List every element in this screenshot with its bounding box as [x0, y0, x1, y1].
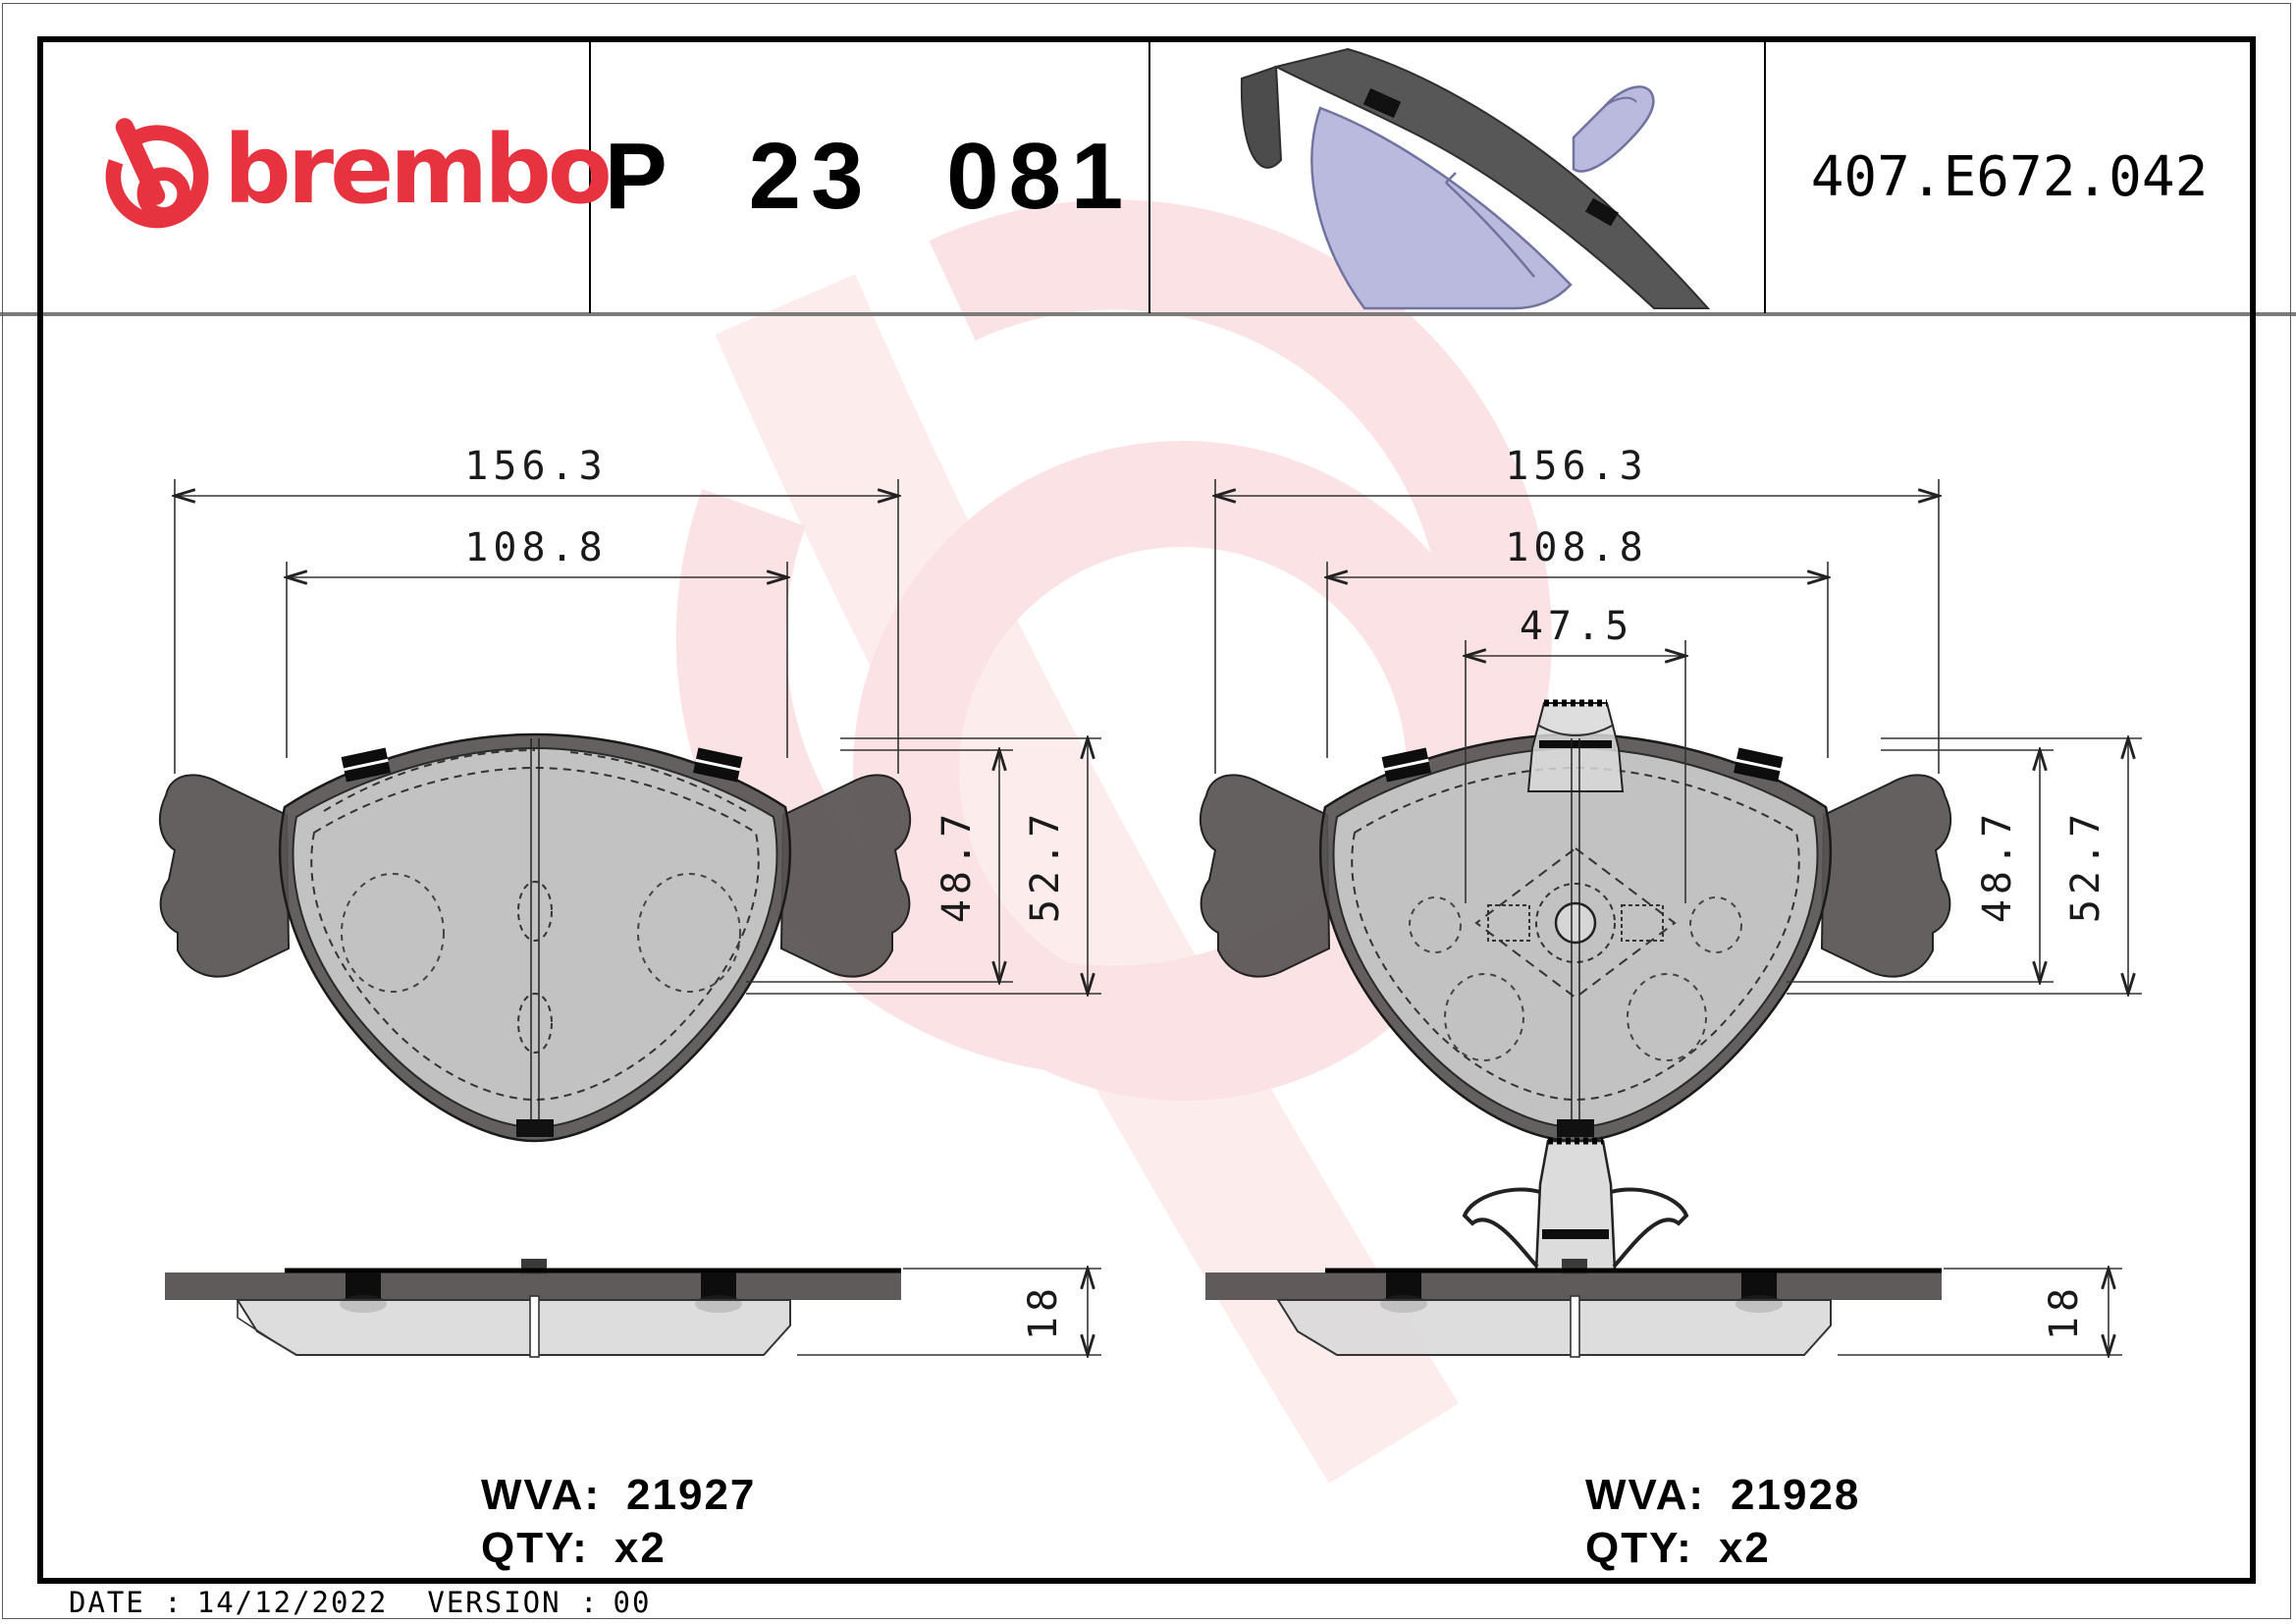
- header-divider-1: [589, 41, 591, 313]
- brake-pad-side-view-left: [165, 1259, 901, 1358]
- brake-pad-3d-render: [1240, 47, 1711, 310]
- dim-thickness-right: 18: [2042, 1283, 2087, 1340]
- footer-revision-line: DATE : 14/12/2022 VERSION : 00: [69, 1586, 665, 1619]
- pad-clip-icon: [693, 747, 743, 783]
- wva-qty-block-right: WVA: 21928 QTY: x2: [1585, 1469, 1998, 1577]
- header-separator-line: [0, 312, 2296, 316]
- qty-line-right: QTY: x2: [1585, 1522, 1998, 1575]
- dim-overall-width-right: 156.3: [1505, 444, 1647, 489]
- wva-value: 21928: [1731, 1471, 1861, 1519]
- qty-value: x2: [1718, 1524, 1771, 1572]
- date-value: 14/12/2022: [196, 1586, 389, 1619]
- dim-overall-height-left: 52.7: [1023, 809, 1068, 923]
- brake-pad-front-view-left: [158, 732, 912, 1143]
- version-label: VERSION :: [427, 1586, 600, 1619]
- brake-pad-side-view-right: [1205, 1137, 1942, 1358]
- dimensions-right-pad: 156.3 108.8 47.5 48.7 52.7: [1215, 444, 2142, 994]
- header-divider-3: [1764, 41, 1766, 313]
- spring-clip-front-icon: [1526, 699, 1625, 792]
- dimension-thickness-left: 18: [797, 1269, 1101, 1355]
- header-divider-2: [1148, 41, 1150, 313]
- qty-value: x2: [614, 1524, 667, 1572]
- wva-label: WVA:: [1585, 1471, 1706, 1519]
- wva-label: WVA:: [481, 1471, 602, 1519]
- date-label: DATE :: [69, 1586, 184, 1619]
- brake-pad-front-view-right: [1199, 699, 1952, 1143]
- wva-line-left: WVA: 21927: [481, 1469, 893, 1522]
- dim-pad-height-right: 48.7: [1975, 809, 2020, 923]
- wva-value: 21927: [626, 1471, 757, 1519]
- dimension-thickness-right: 18: [1838, 1269, 2122, 1355]
- dim-overall-height-right: 52.7: [2063, 809, 2109, 923]
- wva-line-right: WVA: 21928: [1585, 1469, 1998, 1522]
- wva-qty-block-left: WVA: 21927 QTY: x2: [481, 1469, 893, 1577]
- brand-wordmark: brembo: [224, 115, 613, 225]
- dim-spring-width-right: 47.5: [1520, 604, 1633, 649]
- version-value: 00: [613, 1586, 652, 1619]
- reference-number: 407.E672.042: [1810, 144, 2209, 209]
- page-border: [2, 3, 2291, 1619]
- dim-pad-width-right: 108.8: [1505, 525, 1647, 570]
- dim-pad-height-left: 48.7: [934, 809, 980, 923]
- pad-bottom-clip-icon: [516, 1119, 554, 1137]
- dim-overall-width-left: 156.3: [464, 444, 607, 489]
- qty-label: QTY:: [481, 1524, 589, 1572]
- pad-clip-icon: [341, 747, 391, 783]
- watermark-stem: [715, 274, 1460, 1484]
- dim-pad-width-left: 108.8: [464, 525, 607, 570]
- part-number: P 23 081: [604, 124, 1134, 229]
- brembo-logo-icon: [105, 118, 209, 229]
- qty-line-left: QTY: x2: [481, 1522, 893, 1575]
- dim-thickness-left: 18: [1021, 1283, 1066, 1340]
- qty-label: QTY:: [1585, 1524, 1693, 1572]
- dimensions-left-pad: 156.3 108.8 48.7 52.7: [175, 444, 1101, 994]
